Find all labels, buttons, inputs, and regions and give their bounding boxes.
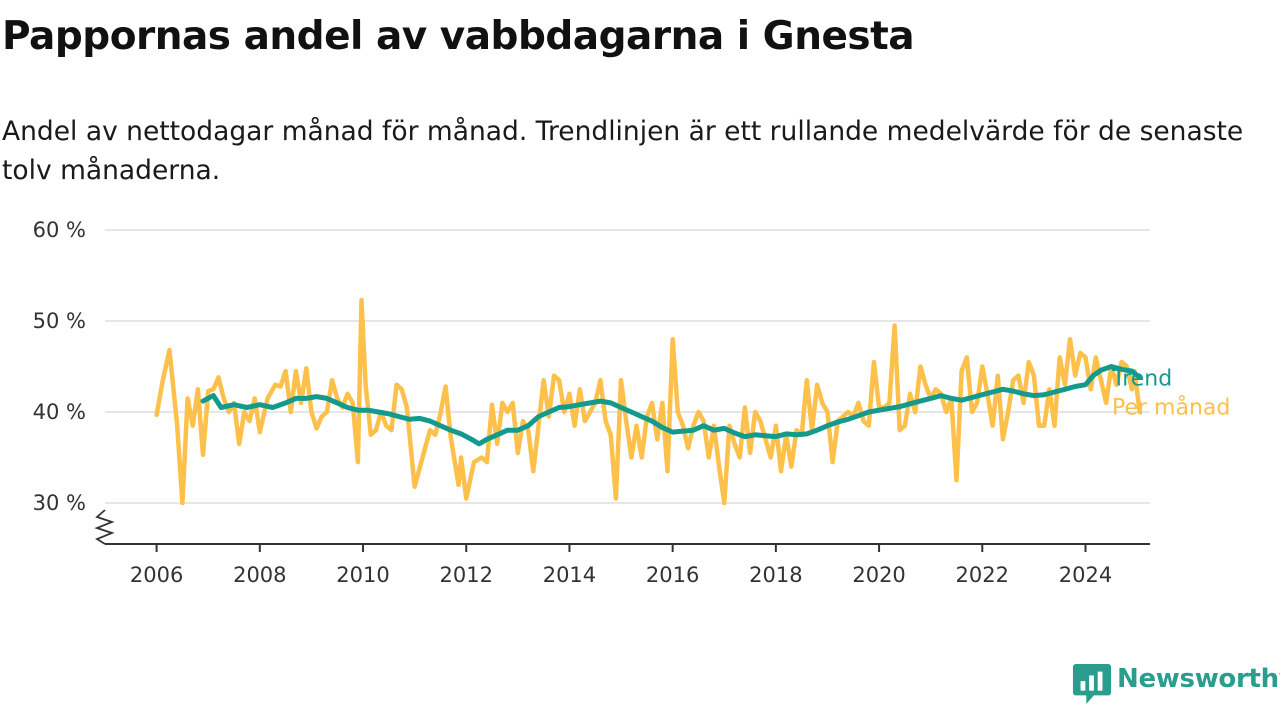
x-tick-label: 2014	[543, 563, 596, 587]
x-tick-label: 2012	[440, 563, 493, 587]
series-labels: Trend Per månad	[1111, 366, 1230, 420]
trend-line	[200, 364, 1143, 447]
series-lines	[154, 297, 1143, 506]
y-tick-label: 50 %	[33, 309, 86, 333]
x-tick-label: 2010	[336, 563, 389, 587]
y-tick-label: 40 %	[33, 400, 86, 424]
monthly-line	[154, 297, 1142, 506]
bar-chart-badge-icon	[1072, 664, 1112, 704]
y-tick-label: 60 %	[33, 218, 86, 242]
chart-title: Pappornas andel av vabbdagarna i Gnesta	[2, 14, 915, 59]
zigzag-axis-break-icon	[94, 509, 115, 545]
legend-label-trend: Trend	[1111, 366, 1172, 391]
chart-subtitle: Andel av nettodagar månad för månad. Tre…	[2, 116, 1244, 186]
x-tick-label: 2022	[956, 563, 1009, 587]
brand-name: Newsworthy	[1117, 664, 1280, 694]
grid	[105, 229, 1150, 504]
x-tick-label: 2018	[749, 563, 802, 587]
x-tick-label: 2008	[233, 563, 286, 587]
x-tick-label: 2020	[852, 563, 905, 587]
legend-label-monthly: Per månad	[1112, 394, 1230, 420]
y-tick-label: 30 %	[33, 491, 86, 515]
axes: 30 % 40 % 50 % 60 % 2006 2008 2010 2012 2014 2016…	[33, 218, 1150, 587]
x-tick-label: 2024	[1059, 563, 1112, 587]
x-tick-label: 2016	[646, 563, 699, 587]
x-tick-label: 2006	[130, 563, 183, 587]
